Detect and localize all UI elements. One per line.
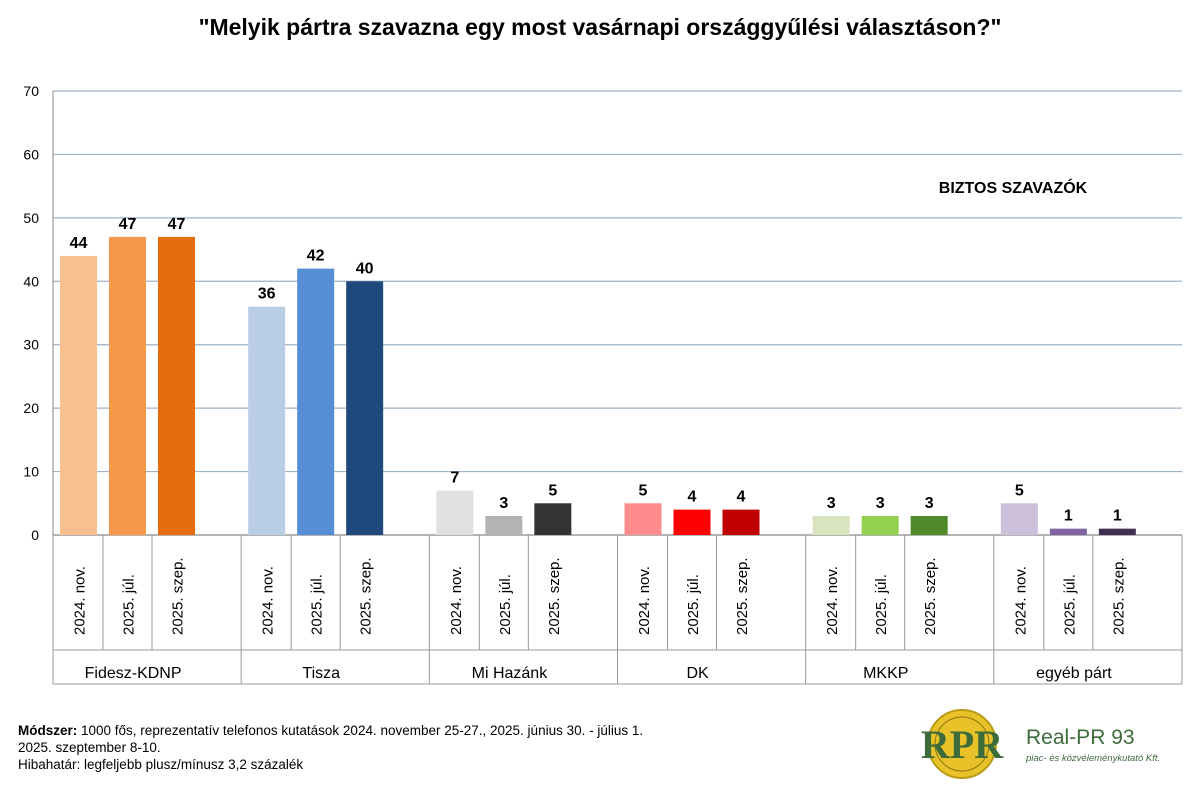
bar [1049,528,1087,535]
period-label: 2024. nov. [260,566,277,635]
bar [910,515,948,535]
period-label: 2025. szep. [170,557,187,635]
bar [1098,528,1136,535]
period-label: 2025. júl. [685,574,702,635]
bar [812,515,850,535]
period-label: 2025. júl. [873,574,890,635]
margin-of-error: Hibahatár: legfeljebb plusz/mínusz 3,2 s… [18,757,304,772]
data-label: 3 [827,495,836,512]
y-tick-label: 0 [31,527,39,543]
y-tick-label: 10 [23,464,39,480]
bar [60,255,97,535]
group-label: egyéb párt [1036,665,1112,682]
bar [436,490,474,535]
data-label: 5 [639,482,648,499]
data-label: 47 [119,216,137,233]
bar [673,509,711,535]
data-label: 47 [168,216,186,233]
y-tick-label: 50 [23,210,39,226]
y-tick-label: 60 [23,146,39,162]
method-footer: Módszer: 1000 fős, reprezentatív telefon… [18,722,643,773]
data-label: 42 [307,248,325,265]
bar [297,268,335,535]
data-label: 1 [1064,508,1073,525]
period-label: 2025. szep. [922,557,939,635]
group-label: DK [686,665,709,682]
group-label: Mi Hazánk [472,665,549,682]
real-pr-logo-icon: RPR [921,709,1004,779]
period-label: 2025. szep. [358,557,375,635]
data-label: 4 [737,489,746,506]
bar [534,503,572,535]
data-label: 3 [876,495,885,512]
logo-subtitle: piac- és közvéleménykutató Kft. [1026,753,1161,764]
data-label: 3 [499,495,508,512]
data-label: 40 [356,260,374,277]
bar [109,236,146,535]
data-label: 5 [1015,482,1024,499]
data-label: 1 [1113,508,1122,525]
bar [485,515,523,535]
biztos-szavazok-label: BIZTOS SZAVAZÓK [913,168,1113,210]
period-label: 2025. júl. [497,574,514,635]
logo-name: Real-PR 93 [1026,726,1135,749]
y-tick-label: 20 [23,400,39,416]
method-dates: 2025. szeptember 8-10. [18,740,161,755]
logo-mark: RPR [921,722,1004,767]
group-label: Fidesz-KDNP [85,665,182,682]
bar [1000,503,1038,535]
period-label: 2024. nov. [824,566,841,635]
period-label: 2025. júl. [121,574,138,635]
bar [158,236,195,535]
bar [248,306,286,535]
method-label: Módszer: [18,723,78,738]
period-label: 2025. szep. [734,557,751,635]
y-tick-label: 40 [23,273,39,289]
period-label: 2025. júl. [1061,574,1078,635]
y-tick-label: 70 [23,83,39,99]
bar [624,503,662,535]
period-label: 2024. nov. [636,566,653,635]
y-tick-label: 30 [23,337,39,353]
bar [722,509,760,535]
data-label: 7 [450,470,459,487]
data-label: 5 [548,482,557,499]
period-label: 2025. szep. [1110,557,1127,635]
bar [861,515,899,535]
data-label: 44 [70,235,88,252]
period-label: 2025. szep. [546,557,563,635]
period-label: 2024. nov. [72,566,89,635]
period-label: 2024. nov. [448,566,465,635]
data-label: 4 [688,489,697,506]
period-label: 2025. júl. [309,574,326,635]
bar [346,281,384,535]
method-text: 1000 fős, reprezentatív telefonos kutatá… [77,723,644,738]
group-label: Tisza [302,665,340,682]
chart-title: "Melyik pártra szavazna egy most vasárna… [198,14,1002,40]
period-label: 2024. nov. [1012,566,1029,635]
data-label: 36 [258,286,276,303]
data-label: 3 [925,495,934,512]
group-label: MKKP [863,665,908,682]
